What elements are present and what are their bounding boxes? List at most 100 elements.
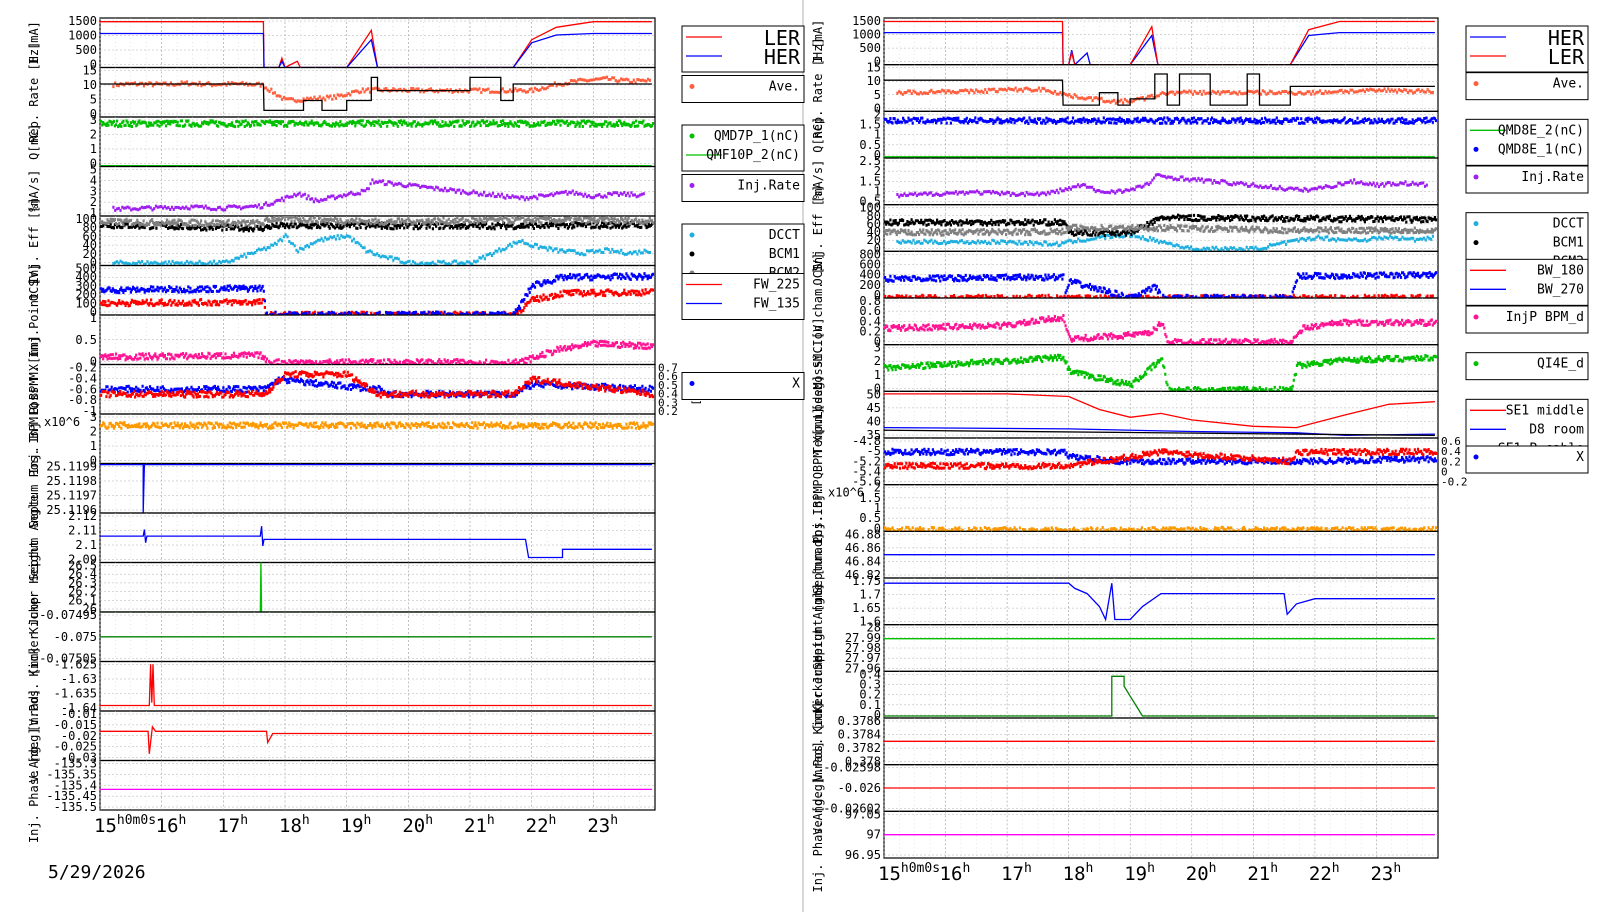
y-axis-label: Temp. [deg] [811,375,825,454]
legend: QMD8E_2(nC) QMD8E_1(nC) [1465,118,1589,166]
y-tick-label: 26.3 [68,576,97,590]
y-axis-label: Inj. Phase [deg] [27,727,41,843]
y-tick-label: -0.025 [54,740,97,754]
legend-box [681,25,805,73]
legend-entry: HER [764,45,801,69]
series-marks-0 [100,421,655,430]
legend-entry: Inj.Rate [1521,170,1584,185]
x-tick-label: 18h [1063,861,1094,885]
series-group [100,21,652,68]
y-tick-label: -1.63 [61,672,97,686]
y-tick-label: 97 [867,828,881,842]
y-tick-label: 1000 [852,28,881,42]
y-tick-label: 2.5 [859,154,881,168]
legend-box [1465,305,1589,334]
series-group [884,116,1438,158]
series-marks-1 [884,447,1438,471]
y-tick-label: 1500 [852,14,881,28]
y-tick-label: -135.4 [54,778,97,792]
series-group [100,216,655,266]
y-tick-label: 3 [874,341,881,355]
y-tick-label: 0.5 [859,138,881,152]
y-tick-label: 27.96 [845,661,881,675]
y-tick-label: 0 [874,381,881,395]
y-tick-label: 0.5 [859,195,881,209]
y-tick-label: -0.02602 [823,801,881,815]
series-group [100,75,652,112]
y2-tick-label: 0.6 [1441,435,1461,448]
y-tick-label: -0.02 [61,729,97,743]
series-marks-1 [100,220,655,233]
x-tick-label: 17h [217,813,248,837]
legend-entry: X [1576,450,1584,465]
y-axis-label: Inj. BPM Q [811,472,825,544]
legend-box [1465,352,1589,381]
y-tick-label: 50 [867,387,881,401]
legend-swatch [1473,81,1479,87]
y-tick-label: 0.2 [859,688,881,702]
series-marks-2 [100,216,655,228]
y-tick-label: 200 [859,278,881,292]
series-group [884,271,1438,298]
legend-entry: QMF10P_2(nC) [706,148,800,163]
y-tick-label: 0.1 [859,698,881,712]
y-tick-label: -0.02598 [823,761,881,775]
y-tick-label: 26 [83,602,97,616]
y-tick-label: 80 [867,209,881,223]
legend-box [681,75,805,103]
y-tick-label: 46.88 [845,527,881,541]
y-tick-label: 1.5 [859,174,881,188]
y-tick-label: 0 [874,241,881,255]
y-tick-label: 0.6 [859,304,881,318]
y-tick-label: 15 [83,64,97,78]
y-tick-label: 0 [90,454,97,468]
y-tick-label: 500 [75,43,97,57]
y-tick-label: 800 [859,247,881,261]
y-axis-label: Kicker Height [mm] [811,583,825,713]
legend-box [1465,258,1589,306]
legend-entry: SE1 middle [1506,403,1584,418]
series-marks-0 [100,288,655,315]
y-axis-label: Septum Pos. [811,515,825,594]
legend-swatch [1473,361,1479,367]
y2-tick-label: 0.5 [658,379,678,392]
legend-entry: BCM1 [1553,236,1584,251]
series-marks-1 [884,271,1438,298]
y-axis-label: V.Ang. [mrad] [811,741,825,835]
y2-tick-label: 0.4 [1441,445,1461,458]
y-axis-label: I [mA] [27,21,41,64]
y-tick-label: 1.7 [859,588,881,602]
legend-entry: LER [1548,45,1585,69]
y-tick-label: 5 [874,88,881,102]
series-group [896,173,1428,199]
y-axis-label: Kicker Height [27,540,41,634]
legend: QMD7P_1(nC) QMF10P_2(nC) [681,124,805,172]
legend-swatch [1473,221,1479,227]
y-axis-label: OCS [27,279,41,301]
y-axis-label: [mA/s] [811,160,825,203]
legend-entry: Inj.Rate [737,179,800,194]
y-tick-label: 1 [90,439,97,453]
y-tick-label: -1.64 [61,701,97,715]
y-tick-label: -5.4 [852,465,881,479]
y-tick-label: 0 [90,305,97,319]
y-tick-label: 26.5 [68,559,97,573]
series-line-1 [884,73,1435,106]
y-tick-label: 0 [874,288,881,302]
y-tick-label: 5 [90,163,97,177]
legend-swatch [689,232,695,238]
series-line-0 [100,725,652,754]
legend-box [1465,72,1589,101]
y-tick-label: 1 [90,206,97,220]
series-group [100,370,655,399]
y-axis-label: Inj. Eff [%] [27,197,41,284]
y-tick-label: 25.1199 [46,460,97,474]
y-tick-label: 1.5 [859,118,881,132]
y-tick-label: 4 [90,173,97,187]
panel-left-15: -135.3-135.35-135.4-135.45-135.5 Inj. Pha… [27,727,656,843]
